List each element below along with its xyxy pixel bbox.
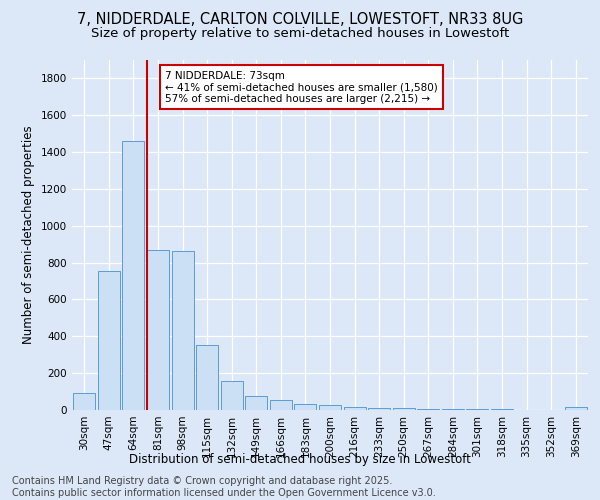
Bar [196, 344, 218, 410]
Bar [122, 141, 145, 410]
Text: Distribution of semi-detached houses by size in Lowestoft: Distribution of semi-detached houses by … [129, 452, 471, 466]
Bar [73, 394, 95, 410]
Bar [442, 409, 464, 410]
Bar [295, 404, 316, 410]
Text: 7 NIDDERDALE: 73sqm
← 41% of semi-detached houses are smaller (1,580)
57% of sem: 7 NIDDERDALE: 73sqm ← 41% of semi-detach… [165, 70, 437, 104]
Bar [270, 400, 292, 410]
Bar [368, 408, 390, 410]
Y-axis label: Number of semi-detached properties: Number of semi-detached properties [22, 126, 35, 344]
Bar [392, 408, 415, 410]
Text: 7, NIDDERDALE, CARLTON COLVILLE, LOWESTOFT, NR33 8UG: 7, NIDDERDALE, CARLTON COLVILLE, LOWESTO… [77, 12, 523, 28]
Bar [565, 407, 587, 410]
Bar [319, 406, 341, 410]
Bar [344, 406, 365, 410]
Bar [417, 409, 439, 410]
Bar [221, 382, 243, 410]
Text: Size of property relative to semi-detached houses in Lowestoft: Size of property relative to semi-detach… [91, 28, 509, 40]
Bar [147, 250, 169, 410]
Bar [98, 271, 120, 410]
Bar [245, 396, 268, 410]
Bar [172, 250, 194, 410]
Text: Contains HM Land Registry data © Crown copyright and database right 2025.
Contai: Contains HM Land Registry data © Crown c… [12, 476, 436, 498]
